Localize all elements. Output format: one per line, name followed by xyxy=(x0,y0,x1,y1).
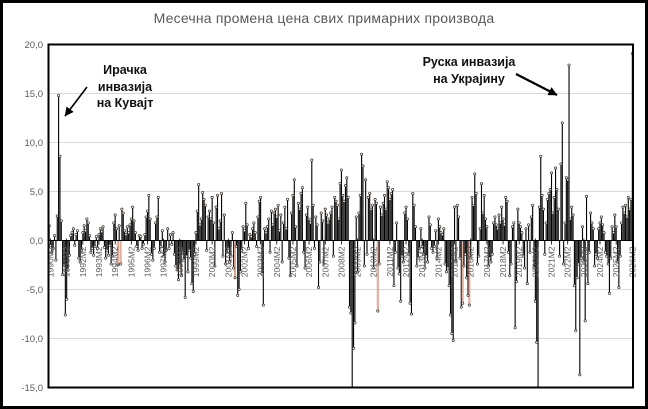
svg-text:2016M2: 2016M2 xyxy=(466,246,476,277)
ukraine-annotation-arrow xyxy=(515,73,558,96)
svg-text:1996M2: 1996M2 xyxy=(142,246,152,277)
svg-text:2002M2: 2002M2 xyxy=(239,246,249,277)
svg-text:2000M2: 2000M2 xyxy=(207,246,217,277)
annotation-line: на Кувајт xyxy=(96,96,154,110)
svg-text:10,0: 10,0 xyxy=(25,138,44,149)
svg-text:2005M2: 2005M2 xyxy=(288,246,298,277)
svg-text:2018M2: 2018M2 xyxy=(498,246,508,277)
annotation-line: Руска инвазија xyxy=(422,55,516,69)
svg-text:2013M2: 2013M2 xyxy=(417,246,427,277)
svg-text:5,0: 5,0 xyxy=(30,187,43,198)
svg-text:2021M2: 2021M2 xyxy=(547,246,557,277)
svg-text:2025M2: 2025M2 xyxy=(611,246,621,277)
svg-text:1995M2: 1995M2 xyxy=(126,246,136,277)
svg-text:0,0: 0,0 xyxy=(30,236,43,247)
svg-text:2024M2: 2024M2 xyxy=(595,246,605,277)
svg-text:-15,0: -15,0 xyxy=(21,383,43,394)
svg-text:2015M2: 2015M2 xyxy=(450,246,460,277)
svg-text:2020M2: 2020M2 xyxy=(530,246,540,277)
x-axis-ticks xyxy=(50,238,633,245)
svg-text:1992M2: 1992M2 xyxy=(78,246,88,277)
annotation-line: инвазија xyxy=(97,79,153,94)
svg-text:2012M2: 2012M2 xyxy=(401,246,411,277)
annotation-line: Ирачка xyxy=(103,63,147,77)
svg-text:1997M2: 1997M2 xyxy=(159,246,169,277)
chart-title: Месечна промена цена свих примарних прои… xyxy=(153,10,495,26)
svg-text:-10,0: -10,0 xyxy=(21,334,43,345)
svg-text:2014M2: 2014M2 xyxy=(433,246,443,277)
y-axis-labels: 20,0 15,0 10,0 5,0 0,0 -5,0 -10,0 -15,0 xyxy=(21,40,43,394)
annotation-ukraine-invasion: Руска инвазија на Украјину xyxy=(404,54,534,87)
svg-text:2006M2: 2006M2 xyxy=(304,246,314,277)
svg-text:2022M2: 2022M2 xyxy=(563,246,573,277)
annotation-kuwait-invasion: Ирачка инвазија на Кувајт xyxy=(63,62,187,112)
svg-text:1990M2: 1990M2 xyxy=(46,246,56,277)
svg-text:-5,0: -5,0 xyxy=(27,285,43,296)
svg-text:2003M2: 2003M2 xyxy=(256,246,266,277)
svg-text:2007M2: 2007M2 xyxy=(320,246,330,277)
svg-text:2001M2: 2001M2 xyxy=(223,246,233,277)
svg-text:1998M2: 1998M2 xyxy=(175,246,185,277)
svg-text:2009M2: 2009M2 xyxy=(353,246,363,277)
x-axis-labels: 1990M2 1991M2 1992M2 1993M2 1994M2 1995M2 1996… xyxy=(46,246,638,277)
svg-text:2008M2: 2008M2 xyxy=(336,246,346,277)
svg-text:1999M2: 1999M2 xyxy=(191,246,201,277)
svg-text:15,0: 15,0 xyxy=(25,89,44,100)
svg-text:1991M2: 1991M2 xyxy=(62,246,72,277)
plot-area-border xyxy=(47,43,634,389)
svg-text:2011M2: 2011M2 xyxy=(385,246,395,276)
svg-text:2004M2: 2004M2 xyxy=(272,246,282,277)
svg-text:2019M2: 2019M2 xyxy=(514,246,524,277)
svg-text:1994M2: 1994M2 xyxy=(110,246,120,277)
svg-text:1993M2: 1993M2 xyxy=(94,246,104,277)
kuwait-annotation-arrow xyxy=(64,86,88,117)
svg-text:2017M2: 2017M2 xyxy=(482,246,492,277)
annotation-line: на Украјину xyxy=(433,71,505,86)
bar-tip-markers xyxy=(47,51,634,377)
svg-text:20,0: 20,0 xyxy=(25,40,44,51)
svg-text:2023M2: 2023M2 xyxy=(579,246,589,277)
svg-text:2010M2: 2010M2 xyxy=(369,246,379,277)
